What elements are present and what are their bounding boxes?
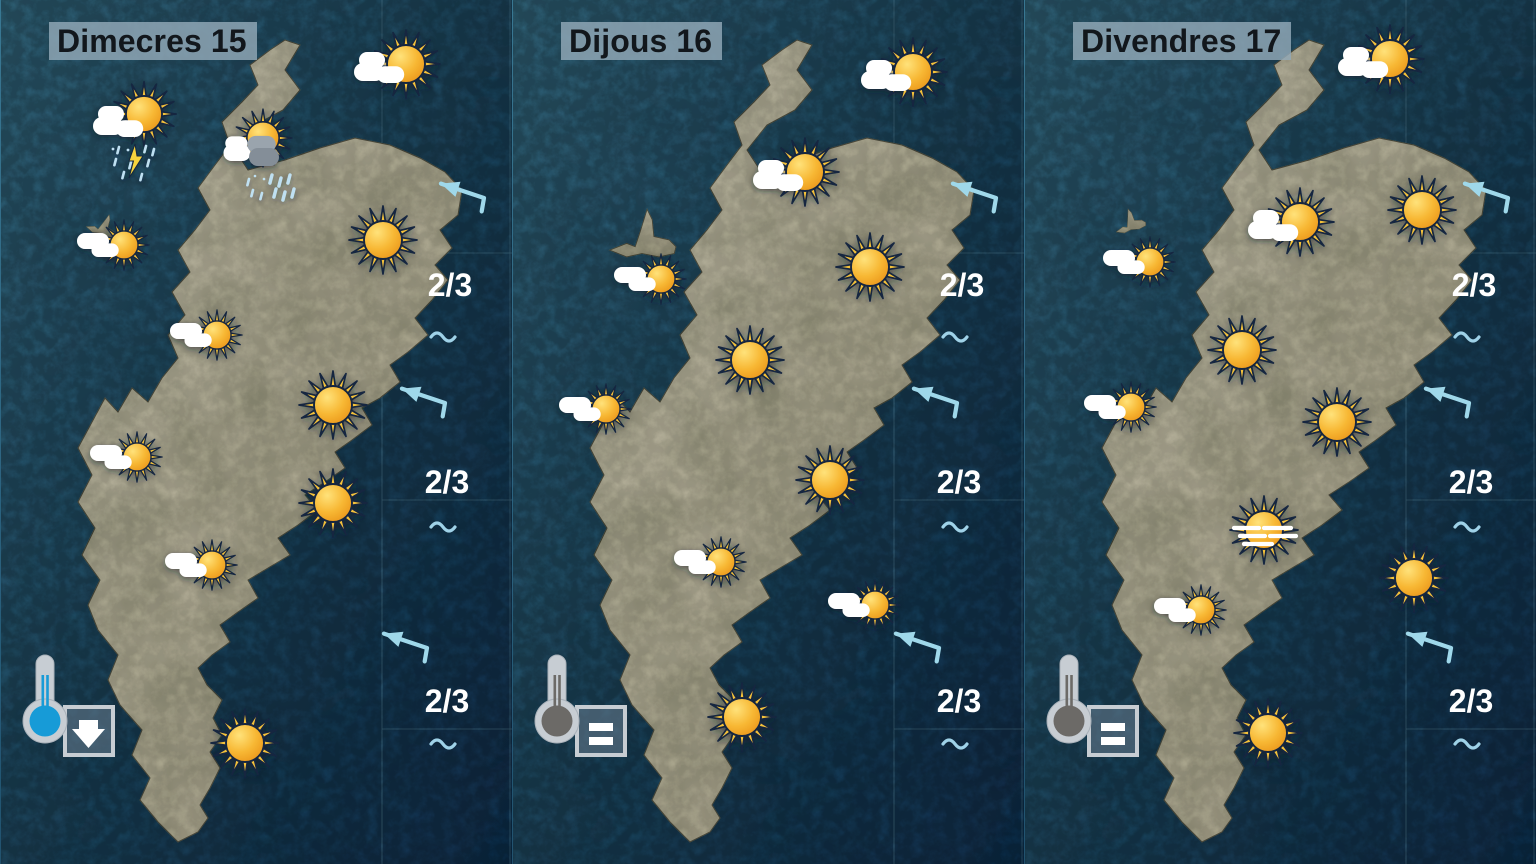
- svg-text:2/3: 2/3: [1452, 267, 1496, 303]
- svg-text:2/3: 2/3: [1449, 683, 1493, 719]
- svg-text:2/3: 2/3: [937, 683, 981, 719]
- svg-text:2/3: 2/3: [425, 464, 469, 500]
- svg-text:2/3: 2/3: [940, 267, 984, 303]
- svg-text:2/3: 2/3: [1449, 464, 1493, 500]
- svg-text:2/3: 2/3: [425, 683, 469, 719]
- svg-text:2/3: 2/3: [937, 464, 981, 500]
- svg-text:2/3: 2/3: [428, 267, 472, 303]
